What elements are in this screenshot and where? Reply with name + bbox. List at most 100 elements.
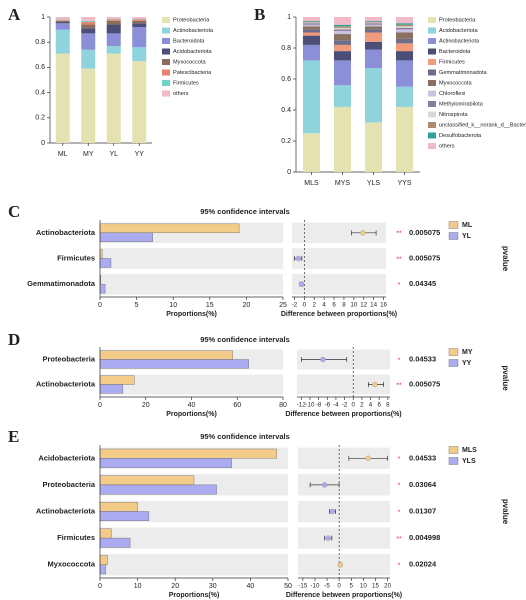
row-background — [100, 374, 283, 395]
difference-point — [321, 482, 328, 488]
legend-label: others — [173, 91, 189, 97]
y-tick-label: 0.2 — [281, 138, 291, 145]
legend-swatch — [428, 143, 436, 149]
legend-label: Methylomirabilota — [439, 101, 484, 107]
bar-segment — [395, 106, 414, 172]
bar-segment — [106, 17, 121, 19]
difference-point — [295, 255, 302, 262]
bar-segment — [364, 68, 383, 123]
significance-stars: ** — [396, 382, 402, 389]
legend-label: unclassified_k__norank_d__Bacteria — [439, 122, 526, 128]
x-tick-label: 10 — [169, 302, 177, 309]
legend-label: others — [439, 143, 455, 149]
bar-segment — [55, 20, 70, 21]
y-tick-label: 0.4 — [35, 89, 45, 96]
legend-swatch — [162, 38, 170, 44]
bar — [99, 501, 138, 512]
bar-segment — [395, 43, 414, 52]
category-label: Proteobacteria — [42, 480, 95, 489]
x-tick-label: 80 — [279, 402, 287, 409]
row-background — [298, 474, 390, 496]
row-background — [298, 500, 390, 523]
panel-label: D — [8, 330, 20, 349]
legend-swatch — [448, 221, 459, 229]
bar-segment — [333, 60, 352, 86]
legend-label: Patescibacteria — [173, 70, 212, 76]
legend-label: Gemmatimonadota — [439, 70, 487, 76]
diff-x-tick-label: 8 — [386, 402, 390, 409]
x-tick-label: ML — [58, 151, 68, 158]
bar-segment — [302, 22, 321, 24]
bar — [99, 350, 233, 360]
category-label: Myxococcota — [47, 560, 95, 569]
diff-x-tick-label: 0 — [337, 583, 341, 590]
legend-swatch — [448, 232, 459, 240]
y-tick-label: 0 — [287, 169, 291, 176]
diff-x-tick-label: -2 — [292, 302, 298, 309]
bar-segment — [364, 23, 383, 25]
bar-segment — [302, 26, 321, 30]
bar — [99, 359, 249, 369]
diff-x-tick-label: -2 — [342, 402, 348, 409]
bar-segment — [132, 18, 147, 20]
x-tick-label: 20 — [142, 402, 150, 409]
diff-x-tick-label: -6 — [325, 402, 331, 409]
diff-x-tick-label: 4 — [322, 302, 326, 309]
diff-x-tick-label: 14 — [370, 302, 377, 309]
bar — [99, 511, 150, 522]
chart-title: 95% confidence intervals — [200, 432, 290, 441]
legend-label: YL — [462, 233, 472, 240]
bar-segment — [364, 122, 383, 172]
bar-segment — [395, 51, 414, 61]
x-tick-label: 20 — [171, 583, 179, 590]
row-background — [297, 374, 390, 395]
bar — [99, 384, 124, 394]
legend-swatch — [428, 17, 436, 23]
legend-label: Firmicutes — [439, 59, 465, 65]
category-label: Actinobacteriota — [36, 506, 96, 515]
bar-segment — [302, 23, 321, 25]
x-tick-label: 15 — [206, 302, 214, 309]
bar-segment — [333, 30, 352, 35]
legend-swatch — [162, 17, 170, 23]
bar-segment — [364, 29, 383, 33]
legend-label: Actinobacteriota — [173, 28, 214, 34]
bar-segment — [333, 29, 352, 31]
panel-label: C — [8, 202, 20, 221]
difference-point — [320, 356, 326, 363]
bar — [99, 555, 108, 565]
y-tick-label: 1 — [287, 14, 291, 21]
bar-segment — [81, 28, 96, 34]
category-label: Firmicutes — [57, 533, 95, 542]
row-background — [292, 248, 386, 269]
bar — [99, 258, 112, 268]
legend-label: Proteobacteria — [173, 17, 210, 23]
bar-segment — [81, 22, 96, 25]
legend-label: Actinobacteriota — [439, 38, 480, 44]
legend-label: ML — [462, 222, 473, 229]
x-tick-label: YLS — [367, 180, 381, 187]
bar-segment — [106, 20, 121, 25]
bar-segment — [81, 20, 96, 23]
legend-swatch — [428, 69, 436, 76]
diff-x-tick-label: -10 — [310, 583, 320, 590]
diff-axis-label: Difference between proportions(%) — [286, 592, 402, 599]
row-background — [100, 273, 283, 295]
bar-segment — [395, 27, 414, 30]
legend-label: MY — [462, 349, 473, 356]
bar-segment — [302, 133, 321, 172]
diff-x-tick-label: 0 — [352, 402, 356, 409]
bar-segment — [55, 23, 70, 30]
diff-axis-label: Difference between proportions(%) — [281, 311, 397, 318]
pvalue-title: pvalue — [501, 365, 510, 391]
bar-segment — [81, 49, 96, 69]
bar-segment — [395, 23, 414, 25]
bar — [99, 537, 131, 548]
bar-segment — [333, 85, 352, 107]
x-tick-label: 10 — [134, 583, 142, 590]
category-label: Actinobacteriota — [36, 228, 96, 237]
significance-stars: ** — [396, 536, 402, 543]
y-tick-label: 0.8 — [281, 45, 291, 52]
diff-x-tick-label: -8 — [316, 402, 322, 409]
category-label: Proteobacteria — [42, 354, 95, 363]
